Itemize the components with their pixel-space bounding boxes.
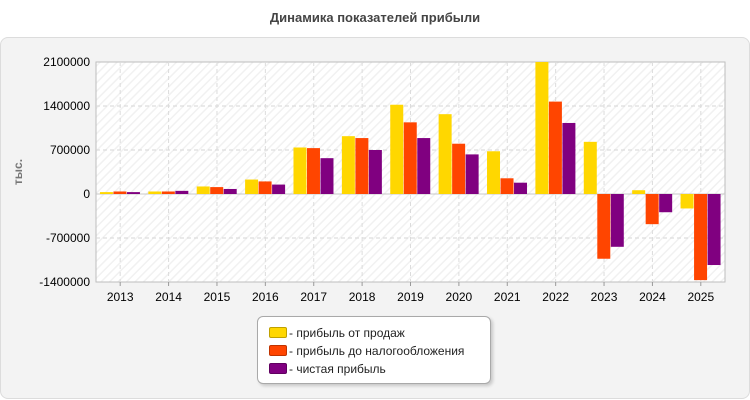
x-tick-label: 2018 [349, 290, 376, 304]
bar-series-0-2022 [535, 62, 549, 194]
bar-series-1-2022 [548, 101, 562, 194]
bar-series-0-2018 [341, 136, 355, 194]
bar-series-0-2024 [632, 190, 646, 194]
bar-series-2-2020 [465, 154, 479, 194]
x-tick-label: 2020 [446, 290, 473, 304]
x-tick-label: 2019 [397, 290, 424, 304]
chart-title: Динамика показателей прибыли [269, 10, 481, 25]
bar-series-1-2017 [306, 148, 320, 194]
bar-series-1-2023 [597, 194, 611, 259]
bar-series-1-2021 [500, 178, 514, 194]
bar-series-1-2013 [113, 191, 127, 194]
bar-series-0-2023 [583, 141, 597, 194]
bar-series-2-2014 [175, 190, 189, 194]
bar-series-2-2021 [514, 182, 528, 194]
bars [99, 62, 721, 281]
bar-series-0-2013 [99, 192, 113, 194]
legend-label-pretax-profit: - прибыль до налогообложения [289, 344, 465, 358]
bar-series-2-2022 [562, 122, 576, 194]
x-tick-label: 2025 [687, 290, 714, 304]
bar-series-2-2023 [610, 194, 624, 247]
x-tick-label: 2013 [107, 290, 134, 304]
bar-series-1-2019 [403, 122, 417, 194]
bar-series-2-2016 [272, 184, 286, 194]
x-tick-label: 2015 [204, 290, 231, 304]
bar-series-0-2025 [680, 194, 694, 209]
bar-series-0-2020 [438, 114, 452, 194]
x-tick-label: 2023 [591, 290, 618, 304]
y-tick-label: 700000 [50, 143, 90, 157]
x-tick-label: 2014 [155, 290, 182, 304]
legend-label-net-profit: - чистая прибыль [289, 362, 386, 376]
bar-series-2-2024 [659, 194, 673, 213]
legend-item-pretax-profit: - прибыль до налогообложения [269, 343, 464, 359]
legend-swatch-pretax-profit [269, 345, 287, 356]
y-tick-label: -1400000 [39, 275, 90, 289]
y-tick-label: -700000 [46, 231, 90, 245]
bar-series-1-2018 [355, 138, 369, 194]
bar-series-0-2017 [293, 147, 307, 194]
axes: 2100000 1400000 700000 0 -700000 -1400000 2013… [39, 55, 714, 304]
bar-series-1-2024 [645, 194, 659, 225]
bar-series-1-2015 [210, 187, 224, 194]
legend-item-net-profit: - чистая прибыль [269, 361, 386, 377]
bar-series-0-2019 [390, 104, 404, 194]
bar-series-2-2019 [417, 138, 431, 194]
x-tick-label: 2021 [494, 290, 521, 304]
bar-series-0-2016 [245, 179, 259, 194]
y-axis-label: тыс. [11, 159, 25, 185]
x-tick-label: 2022 [542, 290, 569, 304]
y-tick-label: 1400000 [43, 99, 90, 113]
legend-label-sales-profit: - прибыль от продаж [289, 326, 405, 340]
bar-series-2-2018 [368, 150, 382, 194]
bar-series-1-2025 [694, 194, 708, 281]
x-tick-label: 2017 [300, 290, 327, 304]
bar-series-0-2021 [487, 151, 501, 194]
y-tick-label: 2100000 [43, 55, 90, 69]
bar-series-2-2013 [126, 192, 140, 194]
legend: - прибыль от продаж - прибыль до налогоо… [257, 316, 491, 384]
bar-series-0-2014 [148, 191, 162, 194]
bar-series-1-2016 [258, 181, 272, 194]
bar-series-2-2025 [707, 194, 721, 266]
x-tick-label: 2016 [252, 290, 279, 304]
bar-series-1-2020 [452, 143, 466, 194]
legend-swatch-sales-profit [269, 327, 287, 338]
bar-series-1-2014 [161, 191, 175, 194]
bar-series-2-2017 [320, 158, 334, 194]
bar-series-0-2015 [196, 186, 210, 194]
legend-item-sales-profit: - прибыль от продаж [269, 325, 405, 341]
x-tick-label: 2024 [639, 290, 666, 304]
legend-swatch-net-profit [269, 363, 287, 374]
y-tick-label: 0 [83, 187, 90, 201]
bar-series-2-2015 [223, 188, 237, 194]
